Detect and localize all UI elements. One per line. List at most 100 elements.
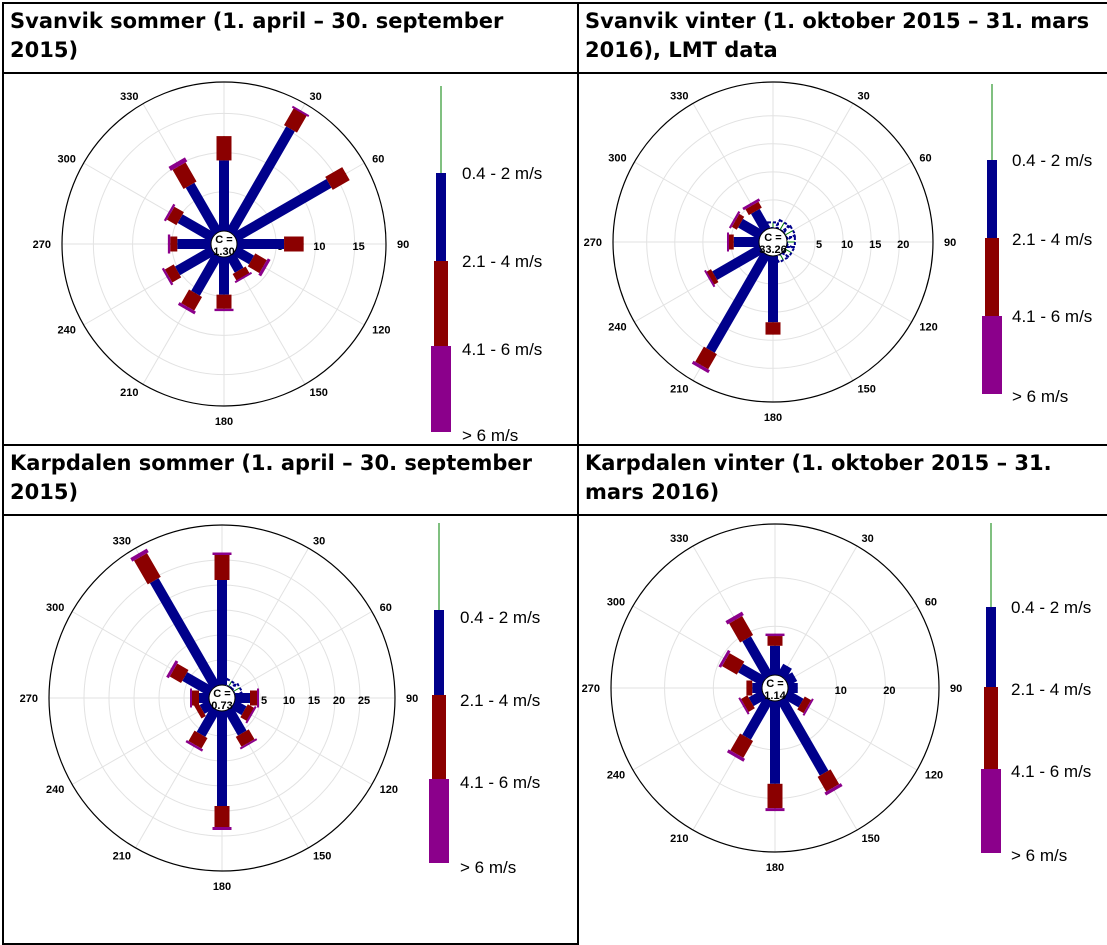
wind-petals [130, 548, 259, 830]
calm-indicator: C =33.26 [758, 227, 788, 257]
angle-label-330: 330 [120, 91, 138, 103]
angle-label-240: 240 [607, 770, 625, 782]
wind-petals [691, 198, 797, 374]
petal-bin-1-30 [283, 108, 307, 133]
plot-cell-4: 03060901201501802102402703003301020C =1.… [577, 514, 1107, 944]
radial-tick-20: 20 [883, 685, 895, 697]
petal-bin-2-270 [167, 234, 171, 254]
calm-label: C = [766, 678, 783, 690]
petal-240 [161, 246, 216, 286]
angle-label-60: 60 [919, 153, 931, 165]
petal-0 [212, 552, 232, 685]
calm-value: 1.30 [213, 246, 234, 258]
petal-bin-0-90 [788, 683, 798, 693]
legend-swatch-0 [436, 173, 446, 261]
petal-bin-1-180 [765, 322, 781, 335]
legend-swatch-0 [986, 607, 996, 687]
petal-bin-0-270 [733, 237, 759, 247]
petal-60 [232, 167, 350, 242]
petal-bin-2-150 [824, 783, 843, 796]
petal-330 [130, 548, 220, 690]
polar-outer-ring [610, 523, 940, 853]
petal-bin-0-150 [226, 252, 244, 273]
legend-label-0: 0.4 - 2 m/s [460, 608, 540, 627]
petal-bin-1-60 [325, 167, 350, 190]
angle-label-30: 30 [313, 535, 325, 547]
calm-value: 33.26 [759, 244, 787, 256]
petal-bin-1-330 [729, 616, 754, 643]
petal-bin-1-240 [194, 703, 206, 719]
angle-label-210: 210 [670, 833, 688, 845]
petal-bin-0-210 [742, 696, 773, 740]
angle-label-90: 90 [397, 239, 409, 251]
petal-bin-0-60 [781, 224, 797, 241]
petal-bin-0-330 [742, 636, 773, 680]
title-cell-3: Karpdalen sommer (1. april – 30. septemb… [2, 444, 579, 516]
calm-value: 0.73 [211, 700, 232, 712]
angle-label-90: 90 [944, 237, 956, 249]
petal-270 [726, 232, 759, 252]
title-cell-1: Svanvik sommer (1. april – 30. september… [2, 2, 579, 74]
angle-label-180: 180 [766, 862, 784, 874]
petal-30 [777, 663, 792, 680]
petal-bin-2-180 [765, 808, 785, 812]
wind-rose-chart-4: 03060901201501802102402703003301020C =1.… [582, 523, 1091, 874]
legend-swatch-1 [434, 261, 448, 346]
polar-outer-ring [612, 81, 934, 403]
petal-240 [704, 244, 764, 288]
petal-bin-0-300 [738, 663, 767, 686]
angle-label-210: 210 [113, 851, 131, 863]
petal-stem-60 [233, 687, 241, 692]
radial-tick-labels: 10 20 [835, 685, 896, 697]
petal-bin-1-330 [172, 162, 197, 189]
radial-tick-25: 25 [358, 695, 370, 707]
angle-label-330: 330 [670, 91, 688, 103]
petal-bin-2-270 [726, 232, 729, 252]
petal-90 [235, 688, 259, 708]
petal-bin-1-270 [191, 690, 199, 706]
petal-bin-1-90 [250, 690, 258, 706]
grid-spoke-60 [233, 611, 373, 692]
legend-label-0: 0.4 - 2 m/s [1011, 598, 1091, 617]
speed-legend: 0.4 - 2 m/s 2.1 - 4 m/s 4.1 - 6 m/s > 6 m/s [429, 523, 540, 877]
angle-label-150: 150 [858, 383, 876, 395]
angle-label-120: 120 [372, 325, 390, 337]
radial-tick-10: 10 [313, 241, 325, 253]
legend-swatch-2 [982, 316, 1002, 394]
petal-330 [742, 198, 771, 233]
angle-label-270: 270 [33, 239, 51, 251]
grid-spoke-240 [632, 694, 764, 771]
angle-label-0: 0 [219, 516, 225, 517]
petal-bin-0-180 [219, 257, 229, 295]
petal-bin-2-150 [239, 738, 258, 750]
petal-270 [167, 234, 211, 254]
legend-label-3: > 6 m/s [462, 426, 518, 444]
petal-bin-1-300 [166, 206, 184, 226]
angle-label-240: 240 [46, 784, 64, 796]
legend-label-1: 2.1 - 4 m/s [1011, 680, 1091, 699]
wind-rose-chart-1: 030609012015018021024027030033051015C =1… [33, 81, 542, 444]
petal-bin-1-180 [216, 294, 232, 309]
petal-bin-1-120 [240, 704, 255, 721]
petal-bin-2-0 [765, 633, 785, 637]
petal-bin-0-0 [219, 160, 229, 231]
angle-label-270: 270 [582, 683, 600, 695]
petal-bin-1-120 [797, 696, 812, 714]
angle-label-300: 300 [58, 154, 76, 166]
petal-bin-0-210 [191, 252, 222, 296]
grid-spoke-120 [784, 248, 912, 323]
petal-bin-1-180 [767, 783, 783, 809]
angle-label-180: 180 [213, 881, 231, 893]
legend-swatch-0 [987, 160, 997, 238]
petal-bin-0-120 [232, 246, 255, 265]
grid-spoke-30 [781, 545, 858, 677]
petal-bin-1-180 [214, 806, 230, 827]
calm-label: C = [213, 688, 230, 700]
calm-indicator: C =1.14 [761, 674, 789, 702]
petal-180 [765, 701, 785, 812]
angle-tick-labels: 0306090120150180210240270300330 [584, 91, 957, 424]
angle-label-300: 300 [608, 153, 626, 165]
title-cell-4: Karpdalen vinter (1. oktober 2015 – 31. … [577, 444, 1107, 516]
